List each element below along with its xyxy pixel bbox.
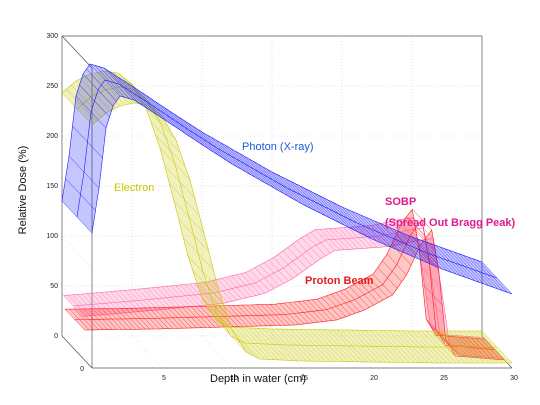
annotation-sobp: SOBP [385, 196, 416, 208]
series-band-1 [62, 71, 512, 363]
series-mesh-line [63, 295, 84, 317]
grid-line-floor [271, 335, 303, 369]
x-tick-label: 15 [300, 375, 308, 382]
annotation-electron: Electron [114, 182, 154, 194]
chart-ticks: 0 50 100 150 200 250 300 0 5 10 15 20 25 30 [46, 33, 518, 382]
y-tick-label: 300 [46, 33, 58, 40]
grid-line-floor [131, 335, 163, 369]
x-tick-label: 0 [80, 366, 84, 373]
series-line-2 [84, 229, 505, 361]
grid-line-depth [61, 185, 93, 219]
annotation-photon: Photon (X-ray) [242, 141, 314, 153]
y-tick-label: 250 [46, 83, 58, 90]
x-tick-label: 25 [440, 375, 448, 382]
series-line-0 [76, 79, 498, 279]
y-tick-label: 100 [46, 233, 58, 240]
chart-series-bands [61, 63, 513, 364]
y-tick-label: 200 [46, 133, 58, 140]
series-band-2 [65, 209, 505, 360]
grid-line-floor [341, 335, 373, 369]
series-line-2 [74, 218, 495, 350]
x-axis-label: Depth in water (cm) [210, 373, 306, 385]
annotation-sobp-full: (Spread Out Bragg Peak) [385, 217, 516, 229]
series-line-0 [61, 63, 483, 263]
series-line-1 [61, 70, 482, 332]
x-tick-label: 5 [162, 375, 166, 382]
grid-line-depth [61, 235, 93, 269]
x-tick-label: 10 [230, 375, 238, 382]
x-tick-label: 30 [510, 375, 518, 382]
series-band-0 [62, 64, 512, 294]
axis-frame-line [61, 335, 93, 369]
y-axis-label: Relative Dose (%) [17, 146, 29, 235]
series-line-0 [91, 95, 513, 295]
y-tick-label: 150 [46, 183, 58, 190]
y-tick-label: 50 [50, 283, 58, 290]
y-tick-label: 0 [54, 333, 58, 340]
series-line-2 [64, 208, 486, 340]
grid-line-floor [201, 335, 233, 369]
x-tick-label: 20 [370, 375, 378, 382]
annotation-proton-beam: Proton Beam [305, 275, 374, 287]
axis-frame-line [61, 35, 93, 69]
chart-grid [61, 35, 513, 369]
grid-line-depth [61, 135, 93, 169]
series-mesh-line [64, 309, 85, 331]
grid-line-depth [61, 85, 93, 119]
